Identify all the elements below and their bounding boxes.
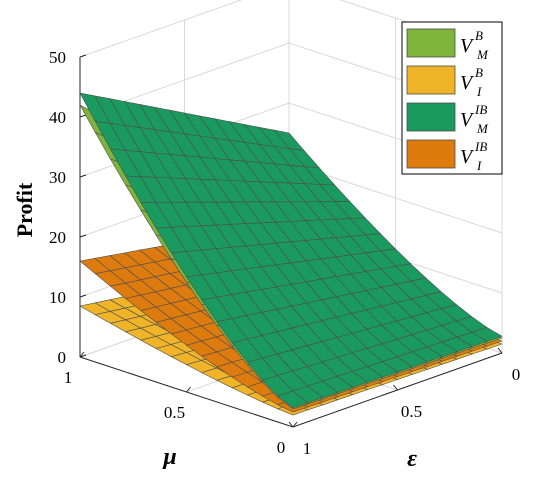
z-tick-mark	[79, 234, 87, 238]
mu-tick-label: 0	[277, 438, 286, 457]
mu-tick-label: 0.5	[164, 403, 185, 422]
legend-label-base: V	[460, 146, 475, 168]
legend-label-sub: M	[476, 121, 489, 136]
eps-tick-label: 0.5	[401, 402, 422, 421]
mu-axis-label: μ	[161, 444, 176, 470]
z-axis-label: Profit	[12, 182, 37, 237]
legend-label-sup: B	[475, 28, 483, 43]
z-tick-label: 0	[58, 348, 67, 367]
z-tick-mark	[79, 114, 87, 118]
eps-tick-mark	[288, 421, 294, 428]
z-tick-mark	[79, 54, 87, 58]
legend-label-base: V	[460, 109, 475, 131]
z-tick-label: 20	[49, 228, 66, 247]
eps-tick-mark	[393, 384, 398, 391]
legend-swatch	[406, 65, 456, 95]
eps-axis-label: ε	[407, 446, 417, 472]
legend-label-sup: IB	[474, 139, 487, 154]
eps-tick-label: 0	[512, 365, 521, 384]
surface-cell	[277, 390, 309, 409]
surface-V_M^IB	[79, 92, 503, 409]
z-tick-label: 30	[49, 168, 66, 187]
z-tick-mark	[79, 354, 87, 358]
legend-label-sup: IB	[474, 102, 487, 117]
z-tick-label: 10	[49, 288, 66, 307]
legend-label-base: V	[460, 35, 475, 57]
mu-tick-label: 1	[64, 368, 73, 387]
surfaces	[79, 92, 503, 416]
eps-tick-label: 1	[303, 439, 312, 458]
mu-tick-mark	[186, 386, 191, 393]
legend-swatch	[406, 139, 456, 169]
legend-label-sub: I	[476, 84, 482, 99]
legend-swatch	[406, 102, 456, 132]
z-tick-label: 40	[49, 108, 66, 127]
mu-tick-mark	[292, 421, 298, 428]
eps-tick-mark	[497, 347, 503, 354]
legend-label-sup: B	[475, 65, 483, 80]
z-tick-label: 50	[49, 48, 66, 67]
legend-label-sub: I	[476, 158, 482, 173]
z-tick-mark	[79, 294, 87, 298]
mu-tick-mark	[79, 351, 85, 358]
z-tick-mark	[79, 174, 87, 178]
legend-label-base: V	[460, 72, 475, 94]
legend-swatch	[406, 28, 456, 58]
legend-label-sub: M	[476, 47, 489, 62]
